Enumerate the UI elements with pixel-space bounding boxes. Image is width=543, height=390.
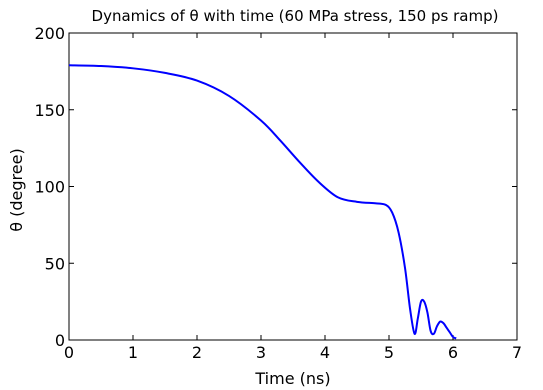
x-tick-label: 4 — [320, 343, 330, 362]
y-axis-ticks: 0 50 100 150 200 — [34, 24, 517, 350]
y-axis-label: θ (degree) — [7, 148, 26, 231]
y-tick-label: 0 — [55, 331, 65, 350]
series-layer — [68, 64, 457, 340]
x-tick-label: 0 — [64, 343, 74, 362]
x-tick-label: 3 — [256, 343, 266, 362]
x-tick-label: 6 — [448, 343, 458, 362]
x-axis-ticks: 0 1 2 3 4 5 6 7 — [64, 33, 522, 362]
y-tick-label: 100 — [34, 178, 65, 197]
series-line — [68, 64, 457, 340]
x-tick-label: 2 — [192, 343, 202, 362]
x-tick-label: 7 — [512, 343, 522, 362]
x-axis-label: Time (ns) — [254, 369, 330, 388]
y-tick-label: 150 — [34, 101, 65, 120]
x-tick-label: 1 — [128, 343, 138, 362]
y-tick-label: 200 — [34, 24, 65, 43]
chart-title: Dynamics of θ with time (60 MPa stress, … — [92, 7, 499, 25]
y-tick-label: 50 — [45, 254, 65, 273]
x-tick-label: 5 — [384, 343, 394, 362]
